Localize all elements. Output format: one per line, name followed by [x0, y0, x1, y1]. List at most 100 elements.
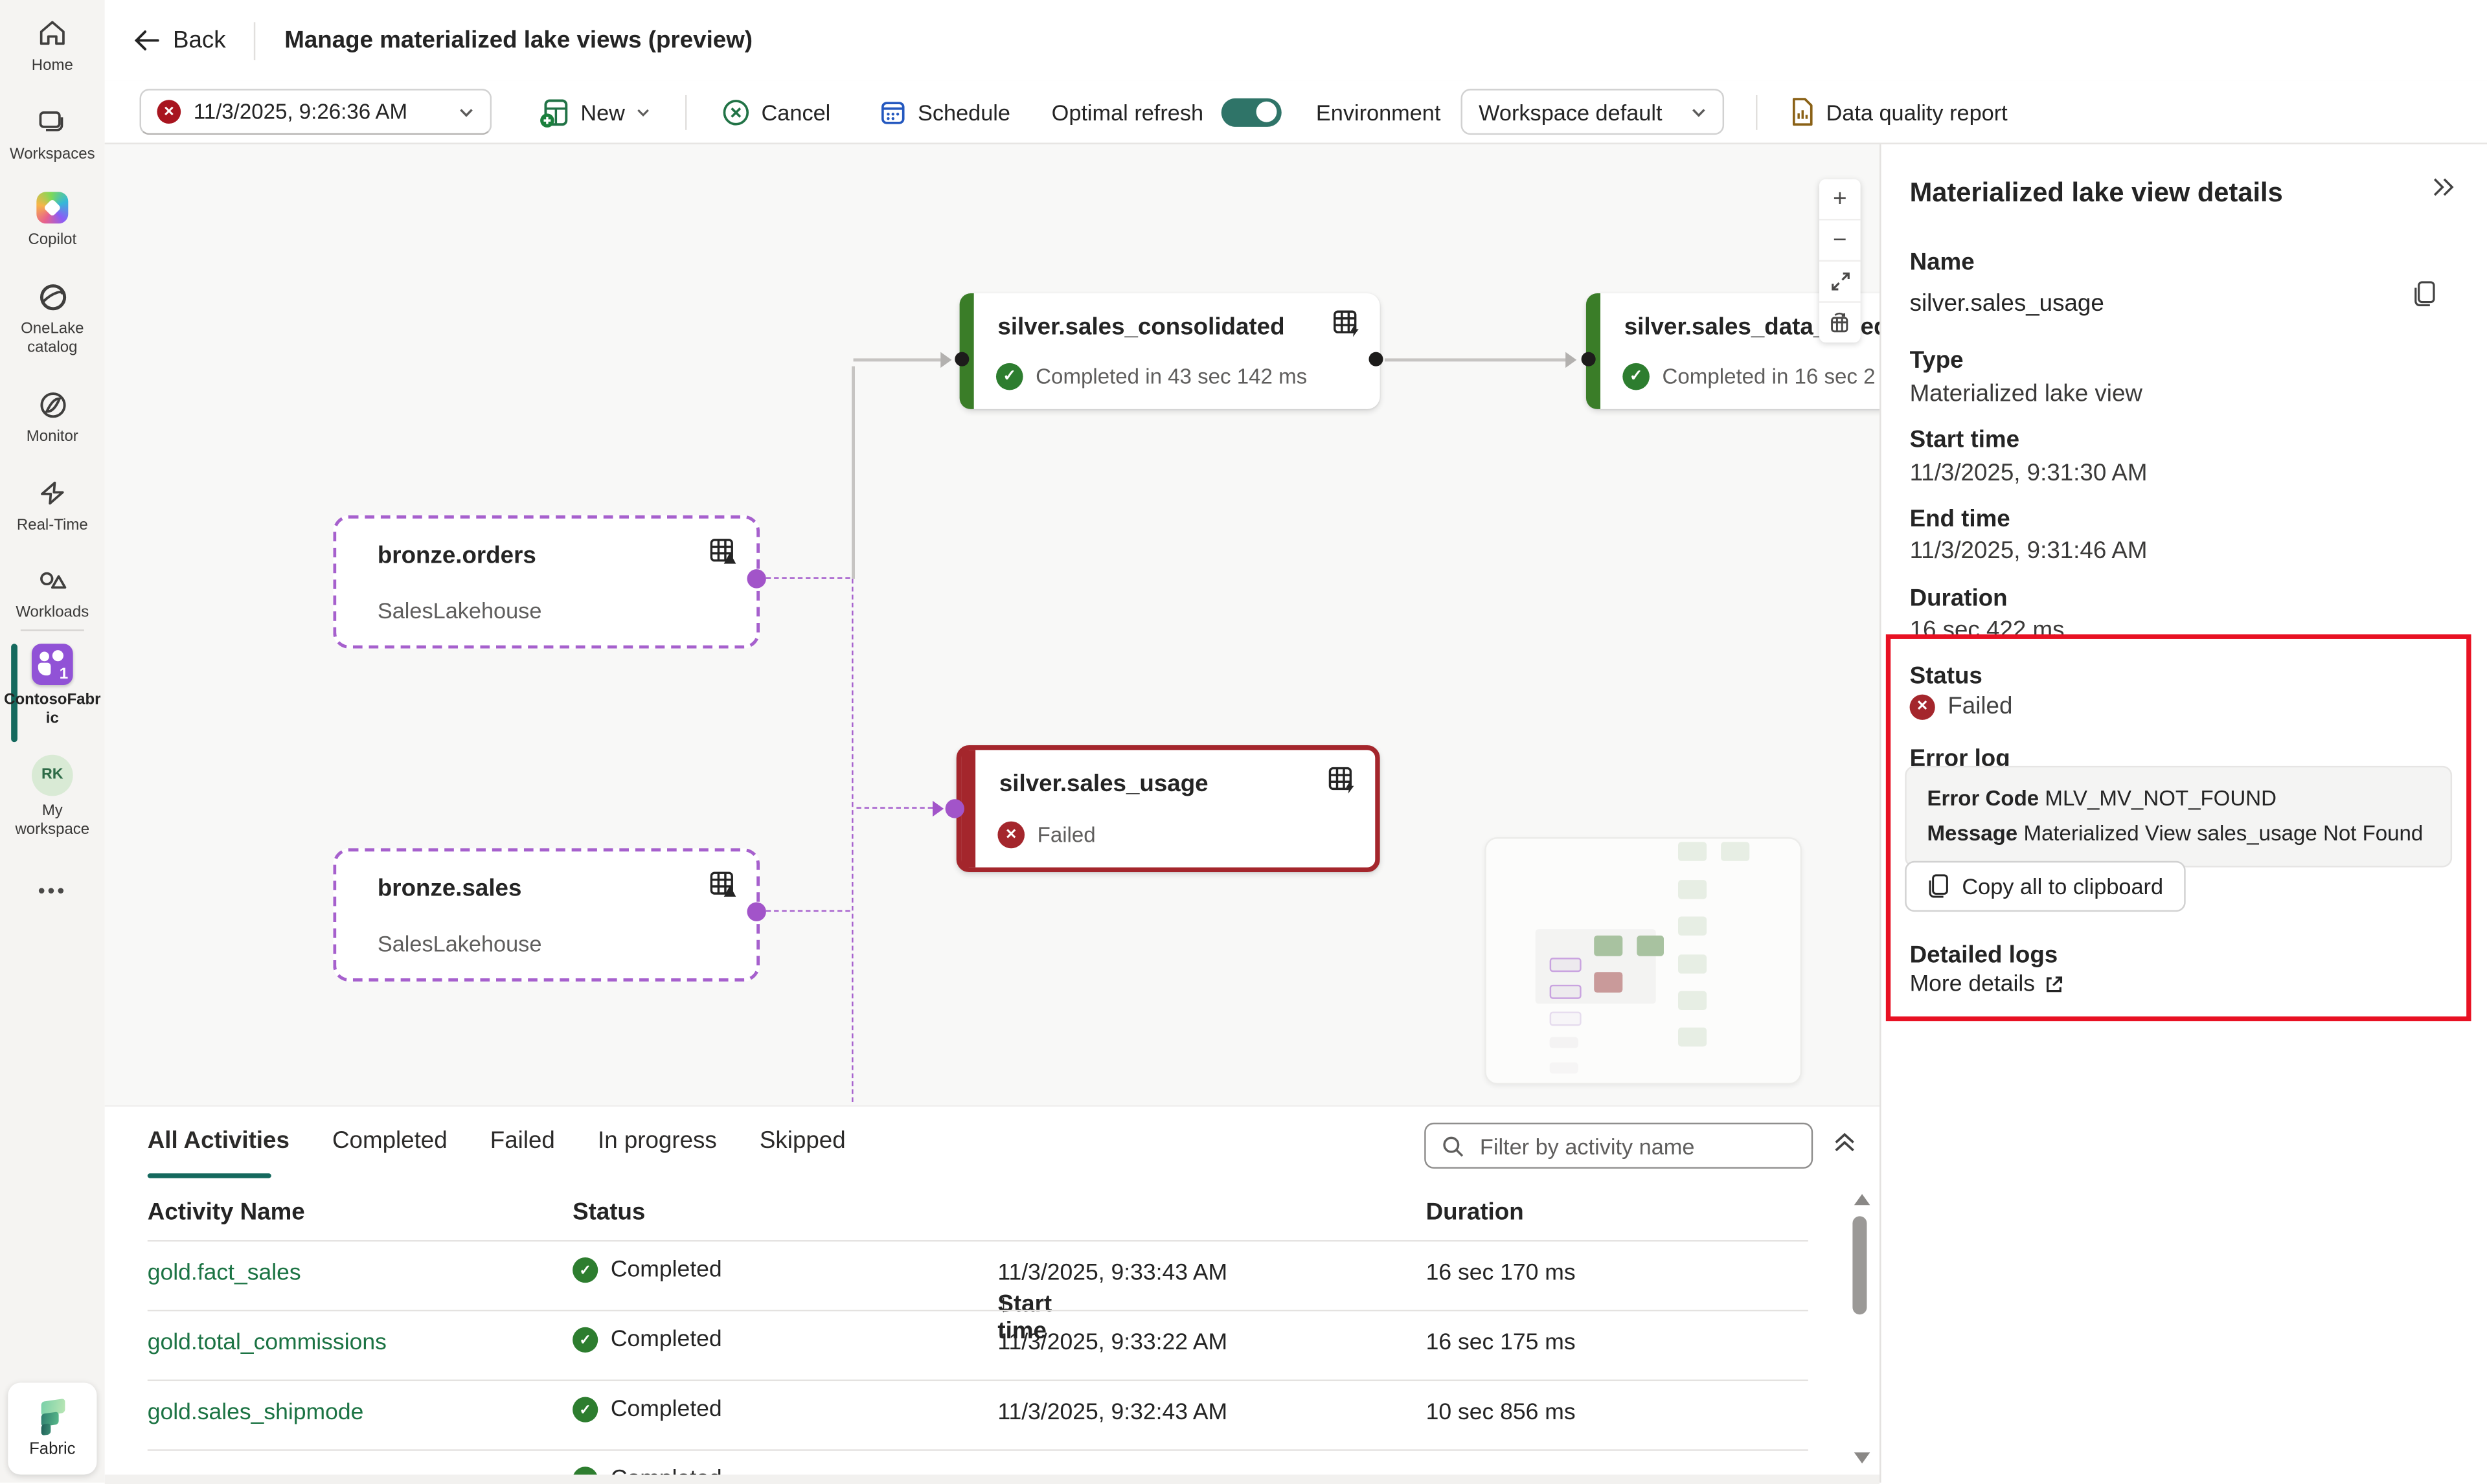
table-delta-icon — [709, 537, 740, 568]
run-selector-dropdown[interactable]: 11/3/2025, 9:26:36 AM — [139, 89, 492, 135]
chevron-down-icon — [460, 108, 473, 117]
sidebar-item-real-time[interactable]: Real-Time — [0, 476, 105, 535]
activity-name-link[interactable]: gold.total_commissions — [147, 1330, 387, 1356]
sidebar-item-label: Real-Time — [16, 517, 88, 535]
minimap-node — [1637, 935, 1664, 956]
minimap-node — [1678, 916, 1707, 936]
lineage-canvas[interactable]: silver.sales_consolidated Completed in 4… — [104, 144, 1880, 1107]
activity-name-link[interactable]: gold.sales_shipmode — [147, 1400, 364, 1426]
sidebar-item-label: OneLake catalog — [21, 320, 84, 356]
edge-port-dot — [955, 352, 970, 366]
node-subtitle: SalesLakehouse — [377, 930, 542, 956]
sidebar-item-my-workspace[interactable]: RK My workspace — [0, 754, 105, 839]
tab-completed[interactable]: Completed — [332, 1127, 448, 1154]
scroll-down-icon[interactable] — [1854, 1452, 1870, 1464]
minimap-node — [1721, 842, 1750, 861]
tab-all-activities[interactable]: All Activities — [147, 1127, 290, 1154]
workspace-tile-icon: 1 — [31, 644, 73, 685]
node-bronze-sales[interactable]: bronze.sales SalesLakehouse — [333, 848, 760, 982]
table-row[interactable]: gold.total_commissions Completed 11/3/20… — [148, 1310, 1808, 1380]
error-message-line: Message Materialized View sales_usage No… — [1927, 816, 2430, 851]
new-button[interactable]: New — [539, 96, 650, 128]
copy-all-button[interactable]: Copy all to clipboard — [1905, 860, 2186, 912]
scrollbar-thumb[interactable] — [1852, 1216, 1867, 1315]
tab-failed[interactable]: Failed — [490, 1127, 555, 1154]
detailed-logs-label: Detailed logs — [1909, 941, 2058, 969]
sidebar-item-more[interactable]: ••• — [0, 881, 105, 901]
edge-arrow-icon — [933, 800, 944, 817]
error-circle-icon — [1909, 693, 1935, 719]
sidebar-item-home[interactable]: Home — [0, 16, 105, 75]
filter-input[interactable] — [1477, 1131, 1796, 1160]
sidebar-selected-indicator — [11, 644, 17, 743]
node-status-bar — [959, 293, 974, 409]
table-delta-icon — [709, 870, 740, 901]
edge-arrow-icon — [1565, 352, 1577, 368]
avatar: RK — [31, 754, 73, 796]
node-status: Completed in 16 sec 2 — [1622, 363, 1875, 390]
left-nav: Home Workspaces Copilot OneLake catalog — [0, 0, 105, 1483]
tab-in-progress[interactable]: In progress — [597, 1127, 717, 1154]
optimal-refresh-toggle[interactable] — [1220, 97, 1282, 126]
node-silver-sales-usage[interactable]: silver.sales_usage Failed — [956, 745, 1380, 872]
activity-name-link[interactable]: gold.fact_sales — [147, 1260, 301, 1287]
type-value: Materialized lake view — [1909, 380, 2142, 408]
schedule-icon — [881, 101, 904, 124]
sidebar-item-onelake-catalog[interactable]: OneLake catalog — [0, 279, 105, 357]
sidebar-item-workloads[interactable]: Workloads — [0, 563, 105, 622]
canvas-minimap[interactable] — [1484, 837, 1802, 1085]
sidebar-item-monitor[interactable]: Monitor — [0, 387, 105, 447]
row-divider — [147, 1379, 1808, 1382]
table-row[interactable]: gold.sales_shipmode Completed 11/3/2025,… — [148, 1380, 1808, 1450]
collapse-details-button[interactable] — [2431, 176, 2455, 198]
vertical-scrollbar[interactable] — [1851, 1194, 1870, 1464]
check-circle-icon — [573, 1397, 598, 1422]
zoom-out-button[interactable] — [1819, 220, 1861, 262]
col-status[interactable]: Status — [573, 1198, 646, 1226]
start-time-value: 11/3/2025, 9:31:30 AM — [1909, 460, 2148, 487]
name-value: silver.sales_usage — [1909, 290, 2104, 317]
run-failed-icon — [157, 100, 181, 124]
cancel-button[interactable]: Cancel — [721, 98, 830, 126]
col-start-time-label: Start time — [997, 1290, 1052, 1345]
table-row[interactable]: gold.fact_sales Completed 11/3/2025, 9:3… — [148, 1240, 1808, 1310]
toolbar-divider — [1756, 94, 1758, 129]
copy-name-button[interactable] — [2413, 280, 2436, 308]
error-circle-icon — [997, 821, 1025, 849]
node-silver-sales-data-cleaned[interactable]: silver.sales_data_cl ed Completed in 16 … — [1585, 293, 1880, 409]
scroll-up-icon[interactable] — [1854, 1194, 1870, 1206]
minimap-node — [1678, 1027, 1707, 1047]
sidebar-item-contosofabric[interactable]: 1 ContosoFabric — [0, 644, 105, 728]
fabric-label: Fabric — [29, 1439, 76, 1458]
onelake-icon — [35, 279, 70, 314]
schedule-button[interactable]: Schedule — [878, 98, 1010, 126]
fabric-home-button[interactable]: Fabric — [8, 1382, 97, 1475]
horizontal-scrollbar[interactable] — [104, 1474, 1880, 1484]
col-duration[interactable]: Duration — [1425, 1198, 1524, 1226]
back-button[interactable]: Back — [133, 27, 226, 54]
zoom-in-button[interactable] — [1819, 179, 1861, 221]
tab-skipped[interactable]: Skipped — [759, 1127, 846, 1154]
edge-port-dot — [1368, 352, 1383, 366]
collapse-panel-button[interactable] — [1832, 1130, 1857, 1154]
minimap-node — [1549, 1062, 1578, 1074]
status-value: Failed — [1948, 693, 2013, 720]
sidebar-item-label: Monitor — [26, 428, 78, 446]
search-icon — [1443, 1136, 1464, 1156]
fit-view-button[interactable] — [1819, 262, 1861, 303]
data-quality-report-button[interactable]: Data quality report — [1789, 96, 2008, 127]
duration-label: Duration — [1909, 585, 2008, 613]
sidebar-item-copilot[interactable]: Copilot — [0, 190, 105, 250]
col-activity-name[interactable]: Activity Name — [147, 1198, 305, 1226]
node-bronze-orders[interactable]: bronze.orders SalesLakehouse — [333, 515, 760, 649]
status-text: Completed — [610, 1257, 722, 1283]
environment-dropdown[interactable]: Workspace default — [1461, 89, 1725, 135]
more-details-link[interactable]: More details — [1910, 972, 2064, 997]
sidebar-item-workspaces[interactable]: Workspaces — [0, 105, 105, 164]
name-label: Name — [1909, 249, 1975, 276]
node-status-bar — [1585, 293, 1601, 409]
node-silver-sales-consolidated[interactable]: silver.sales_consolidated Completed in 4… — [959, 293, 1380, 409]
refresh-layout-button[interactable] — [1819, 303, 1861, 343]
start-time-label: Start time — [1909, 426, 2020, 454]
header-divider — [254, 21, 256, 60]
